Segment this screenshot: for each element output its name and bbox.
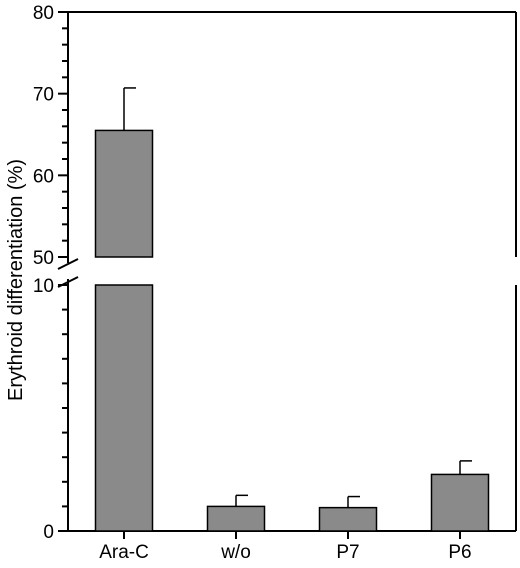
x-category-label: P7: [336, 542, 359, 563]
y-tick-label: 10: [33, 276, 54, 297]
x-categories: Ara-C w/o P7 P6: [99, 542, 471, 563]
y-tick-label: 0: [43, 522, 54, 543]
x-category-label: P6: [448, 542, 471, 563]
bar: [318, 506, 378, 532]
y-tick-label: 60: [33, 166, 54, 187]
x-category-label: Ara-C: [99, 542, 149, 563]
bars: [94, 87, 490, 532]
y-tick-label: 80: [33, 3, 54, 24]
axis-break-mark-upper: [57, 258, 79, 270]
bar-lower-part: [94, 284, 154, 532]
bar: [430, 473, 490, 532]
y-ticks: 50 60 70 80 0 10: [33, 3, 54, 543]
y-tick-label: 70: [33, 85, 54, 106]
x-category-label: w/o: [220, 542, 251, 563]
bar: [206, 505, 266, 532]
y-axis-title: Erythroid differentiation (%): [5, 159, 27, 401]
bar-upper-part: [94, 129, 154, 258]
y-tick-label: 50: [33, 248, 54, 269]
